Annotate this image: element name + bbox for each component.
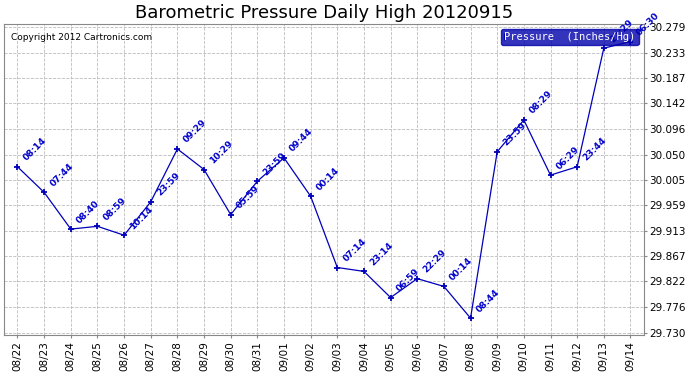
Text: 23:44: 23:44 [581, 136, 608, 163]
Text: 22:29: 22:29 [422, 248, 448, 274]
Text: 06:29: 06:29 [555, 144, 581, 171]
Text: 06:30: 06:30 [635, 11, 661, 38]
Text: 23:59: 23:59 [502, 121, 528, 148]
Text: 06:59: 06:59 [395, 267, 422, 293]
Text: 10:29: 10:29 [208, 139, 235, 165]
Text: 08:29: 08:29 [528, 89, 555, 116]
Text: 08:44: 08:44 [475, 287, 502, 314]
Text: 00:14: 00:14 [448, 256, 475, 282]
Text: 07:14: 07:14 [342, 237, 368, 263]
Text: 08:40: 08:40 [75, 198, 101, 225]
Text: 23:59: 23:59 [262, 150, 288, 177]
Legend: Pressure  (Inches/Hg): Pressure (Inches/Hg) [501, 29, 638, 45]
Text: 22:29: 22:29 [608, 17, 635, 44]
Text: 08:14: 08:14 [21, 136, 48, 163]
Title: Barometric Pressure Daily High 20120915: Barometric Pressure Daily High 20120915 [135, 4, 513, 22]
Text: 05:59: 05:59 [235, 184, 262, 210]
Text: 09:44: 09:44 [288, 127, 315, 154]
Text: Copyright 2012 Cartronics.com: Copyright 2012 Cartronics.com [10, 33, 152, 42]
Text: 00:14: 00:14 [315, 166, 342, 192]
Text: 07:44: 07:44 [48, 161, 75, 188]
Text: 10:14: 10:14 [128, 204, 155, 231]
Text: 23:59: 23:59 [155, 171, 181, 198]
Text: 09:29: 09:29 [181, 118, 208, 145]
Text: 23:14: 23:14 [368, 240, 395, 267]
Text: 08:59: 08:59 [101, 195, 128, 222]
